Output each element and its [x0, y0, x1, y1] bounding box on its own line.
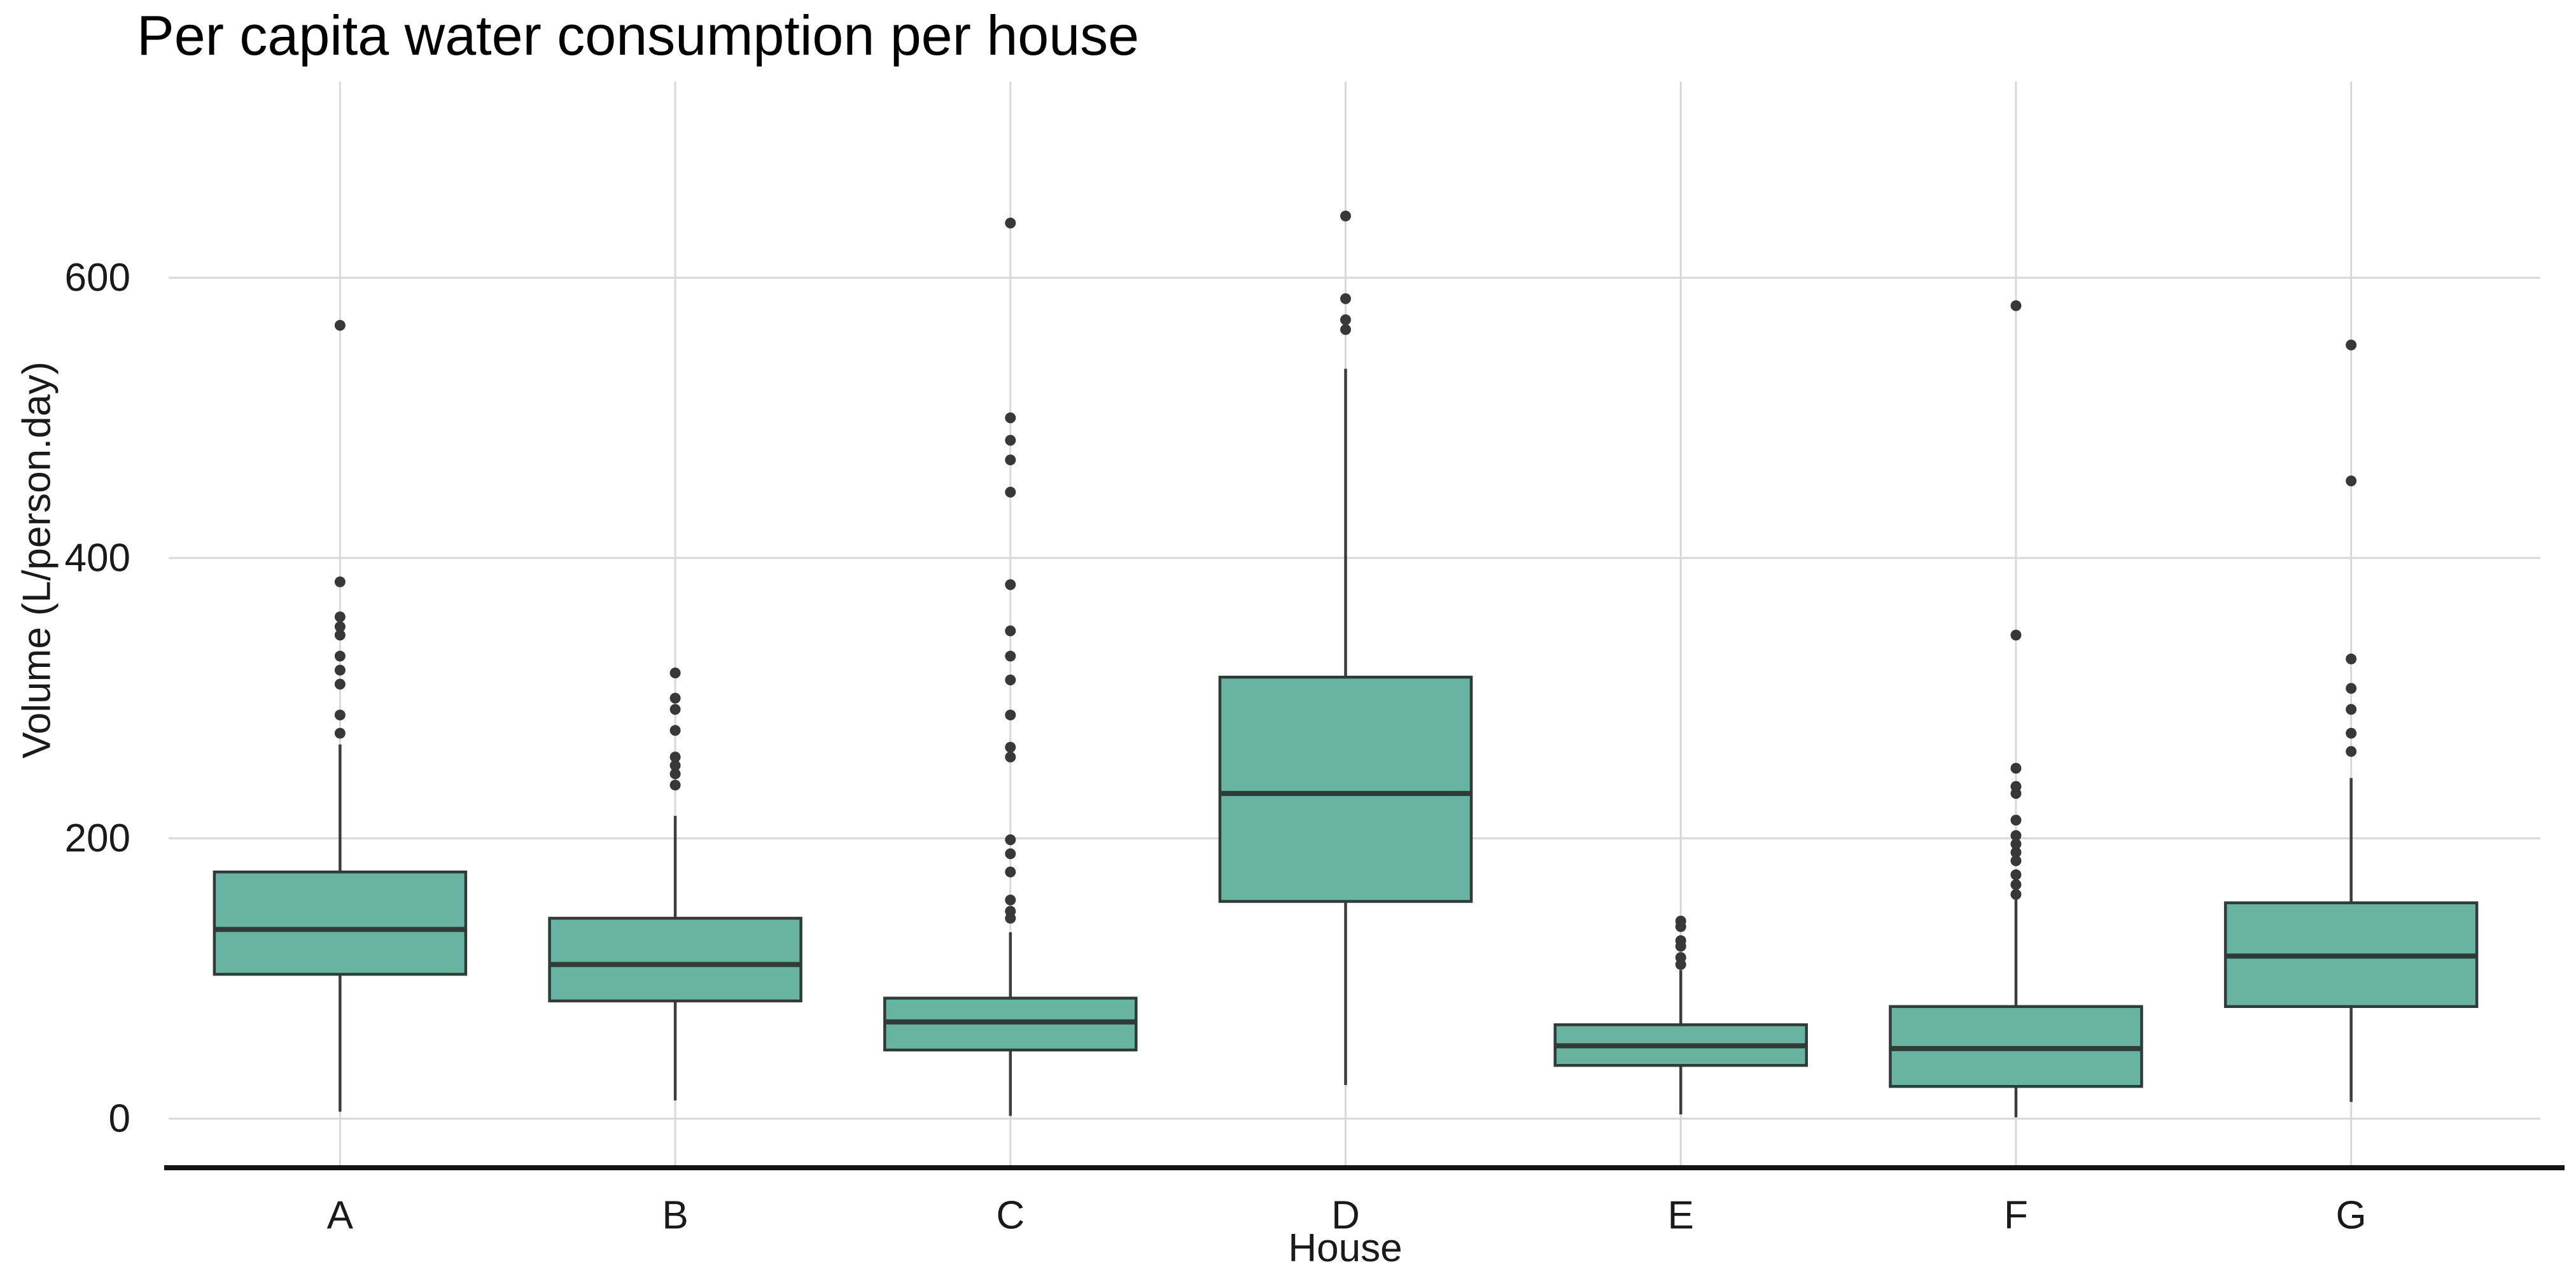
outlier-point [2010, 629, 2022, 641]
outlier-point [1005, 913, 1016, 924]
boxplot-house-B [548, 667, 802, 1101]
outlier-point [2010, 869, 2022, 881]
outlier-point [1005, 894, 1016, 906]
outlier-point [1005, 217, 1016, 228]
outlier-point [669, 725, 681, 736]
outlier-point [1340, 293, 1351, 304]
outlier-point [669, 768, 681, 780]
outlier-point [334, 319, 346, 331]
x-tick-label: B [662, 1194, 688, 1238]
outlier-point [1340, 314, 1351, 325]
outlier-point [2010, 762, 2022, 774]
outlier-point [334, 710, 346, 721]
y-tick-label: 200 [65, 816, 130, 860]
outlier-point [334, 678, 346, 690]
outlier-point [669, 704, 681, 715]
outlier-point [1005, 579, 1016, 591]
outlier-point [1005, 848, 1016, 860]
outlier-point [2346, 727, 2357, 739]
outlier-point [2010, 879, 2022, 890]
outlier-point [669, 692, 681, 704]
outlier-point [2010, 815, 2022, 826]
outlier-point [1005, 625, 1016, 636]
outlier-point [669, 760, 681, 771]
outlier-point [334, 664, 346, 676]
outlier-point [2346, 704, 2357, 715]
outlier-point [2346, 653, 2357, 664]
outlier-point [669, 667, 681, 678]
outlier-point [1005, 650, 1016, 662]
outlier-point [2346, 746, 2357, 757]
outlier-point [2010, 888, 2022, 900]
outlier-point [2010, 300, 2022, 311]
outlier-point [1005, 741, 1016, 753]
outlier-point [1675, 941, 1686, 952]
boxplot-house-C [883, 217, 1138, 1116]
x-tick-label: D [1331, 1194, 1360, 1238]
outlier-point [2010, 846, 2022, 858]
x-tick-label: E [1668, 1194, 1694, 1238]
outlier-point [1005, 834, 1016, 846]
outlier-point [1005, 486, 1016, 498]
outlier-point [2010, 830, 2022, 841]
outlier-point [1005, 454, 1016, 466]
x-tick-label: A [327, 1194, 354, 1238]
outlier-point [1675, 959, 1686, 970]
x-tick-label: G [2336, 1194, 2367, 1238]
outlier-point [334, 621, 346, 633]
x-tick-label: C [996, 1194, 1025, 1238]
outlier-point [1005, 866, 1016, 878]
iqr-box [548, 916, 802, 1003]
outlier-point [1005, 710, 1016, 721]
x-tick-label: F [2004, 1194, 2028, 1238]
boxplot-house-F [1889, 300, 2143, 1117]
y-tick-label: 600 [65, 256, 130, 300]
outlier-point [334, 611, 346, 622]
iqr-box [1218, 675, 1473, 903]
outlier-point [1340, 324, 1351, 335]
outlier-point [669, 752, 681, 763]
outlier-point [1005, 435, 1016, 446]
chart-title: Per capita water consumption per house [137, 4, 1140, 67]
outlier-point [1340, 210, 1351, 221]
boxplot-house-G [2223, 339, 2479, 1102]
outlier-point [2010, 788, 2022, 799]
outlier-point [2010, 855, 2022, 867]
boxplot-house-E [1553, 915, 1808, 1115]
outlier-point [334, 650, 346, 662]
outlier-point [669, 780, 681, 791]
x-axis-title: House [1288, 1226, 1403, 1270]
outlier-point [1005, 412, 1016, 424]
outlier-point [334, 629, 346, 641]
boxplot-house-A [213, 319, 468, 1112]
outlier-point [2010, 838, 2022, 850]
outlier-point [334, 727, 346, 739]
outlier-point [2346, 339, 2357, 351]
outlier-point [334, 576, 346, 587]
outlier-point [2346, 475, 2357, 487]
y-tick-label: 0 [109, 1096, 130, 1140]
y-tick-label: 400 [65, 536, 130, 580]
iqr-box [213, 871, 468, 976]
outlier-point [1675, 921, 1686, 932]
outlier-point [2346, 683, 2357, 694]
outlier-point [1005, 752, 1016, 763]
outlier-point [1005, 675, 1016, 686]
boxplot-house-D [1218, 210, 1473, 1086]
